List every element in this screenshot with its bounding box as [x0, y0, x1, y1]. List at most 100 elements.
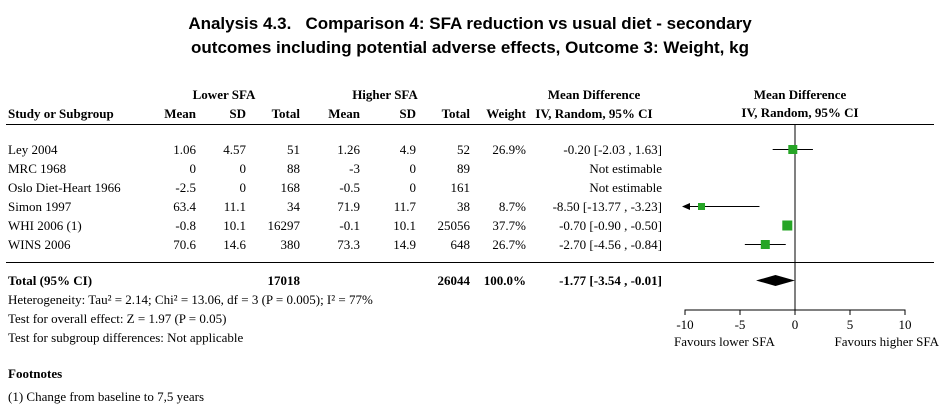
study-row-3-mean1: -2.5 [175, 180, 196, 195]
study-row-2-sd2: 0 [409, 161, 417, 176]
study-row-3-ci_text: Not estimable [589, 180, 662, 195]
study-row-5-label: WHI 2006 (1) [8, 218, 82, 233]
header-divider-line [6, 124, 934, 125]
study-row-3-total1: 168 [280, 180, 301, 195]
total-row-sd2 [360, 271, 416, 290]
study-row-2-total2: 89 [457, 161, 470, 176]
column-header-row: Study or Subgroup Mean SD Total Mean SD … [8, 104, 662, 123]
study-row-1-mean1: 1.06 [173, 142, 196, 157]
study-row-5-weight: 37.7% [492, 218, 526, 233]
footnote-1: (1) Change from baseline to 7,5 years [8, 389, 205, 404]
total-divider-line [6, 262, 934, 263]
ci-arrow-left [682, 203, 690, 210]
study-row-1-sd1: 4.57 [223, 142, 246, 157]
effect-square [788, 145, 798, 154]
study-row-1-weight: 26.9% [492, 142, 526, 157]
col-header-total-1: Total [271, 106, 300, 121]
x-tick-label: 5 [847, 317, 854, 332]
overall-effect-text: Test for overall effect: Z = 1.97 (P = 0… [8, 311, 227, 326]
col-header-weight: Weight [486, 106, 526, 121]
study-row-3-sd1: 0 [239, 180, 247, 195]
study-row-3-mean2: -0.5 [339, 180, 360, 195]
study-row-6: WINS 2006 70.6 14.6 380 73.3 14.9 648 26.7% -2.7… [8, 235, 662, 254]
x-tick-label: 10 [899, 317, 912, 332]
study-row-5-ci_text: -0.70 [-0.90 , -0.50] [559, 218, 662, 233]
study-row-1-label: Ley 2004 [8, 142, 58, 157]
study-row-4-mean1: 63.4 [173, 199, 196, 214]
study-row-5-sd2: 10.1 [393, 218, 416, 233]
col-header-ci-method: IV, Random, 95% CI [535, 106, 653, 121]
x-tick-label: -10 [676, 317, 693, 332]
x-tick-label: 0 [792, 317, 799, 332]
group-header-higher-sfa: Higher SFA [352, 87, 418, 102]
study-row-6-sd2: 14.9 [393, 237, 416, 252]
col-header-sd-1: SD [229, 106, 246, 121]
total-diamond [756, 275, 795, 286]
study-row-1-mean2: 1.26 [337, 142, 360, 157]
study-row-3-weight [470, 178, 526, 197]
study-row-1-ci_text: -0.20 [-2.03 , 1.63] [563, 142, 662, 157]
total-row-ci_text: -1.77 [-3.54 , -0.01] [559, 273, 662, 288]
study-row-2: MRC 1968 0 0 88 -3 0 89 Not estimable [8, 159, 662, 178]
total-row-sd1 [196, 271, 246, 290]
study-row-2-mean2: -3 [349, 161, 360, 176]
forest-plot: -10 -5 0 5 10 Favours lower SFA Favours higher… [674, 124, 940, 349]
study-row-6-label: WINS 2006 [8, 237, 71, 252]
footnotes-heading: Footnotes [8, 366, 63, 381]
study-row-6-ci_text: -2.70 [-4.56 , -0.84] [559, 237, 662, 252]
study-row-2-ci_text: Not estimable [589, 161, 662, 176]
total-row-total1: 17018 [267, 273, 301, 288]
group-header-mean-difference-plot: Mean Difference [753, 87, 847, 102]
figure-title-line2: outcomes including potential adverse eff… [191, 38, 749, 57]
study-row-6-total1: 380 [280, 237, 301, 252]
study-row-4-sd2: 11.7 [393, 199, 416, 214]
study-row-6-mean2: 73.3 [337, 237, 360, 252]
study-row-5-sd1: 10.1 [223, 218, 246, 233]
study-row-6-total2: 648 [450, 237, 471, 252]
study-row-2-mean1: 0 [189, 161, 197, 176]
total-row-mean2 [300, 271, 360, 290]
study-row-4-total2: 38 [457, 199, 470, 214]
effect-square [698, 203, 705, 210]
total-row-mean1 [148, 271, 196, 290]
study-row-1-sd2: 4.9 [399, 142, 416, 157]
x-tick-label: -5 [735, 317, 746, 332]
study-row-5-total2: 25056 [437, 218, 471, 233]
total-row-label: Total (95% CI) [8, 273, 93, 288]
study-row-2-label: MRC 1968 [8, 161, 67, 176]
study-row-4-mean2: 71.9 [337, 199, 360, 214]
study-row-4-label: Simon 1997 [8, 199, 72, 214]
study-row-3-label: Oslo Diet-Heart 1966 [8, 180, 121, 195]
group-header-mean-difference-text: Mean Difference [547, 87, 641, 102]
heterogeneity-text: Heterogeneity: Tau² = 2.14; Chi² = 13.06… [8, 292, 373, 307]
favours-right-label: Favours higher SFA [835, 334, 940, 349]
study-row-6-sd1: 14.6 [223, 237, 246, 252]
col-header-mean-2: Mean [328, 106, 360, 121]
study-row-5-total1: 16297 [267, 218, 301, 233]
study-row-3-total2: 161 [450, 180, 471, 195]
study-row-2-total1: 88 [287, 161, 300, 176]
study-row-4-ci_text: -8.50 [-13.77 , -3.23] [552, 199, 662, 214]
total-row-total2: 26044 [437, 273, 471, 288]
favours-left-label: Favours lower SFA [674, 334, 775, 349]
study-row-2-sd1: 0 [239, 161, 247, 176]
plot-method-header: IV, Random, 95% CI [741, 105, 859, 120]
study-row-5: WHI 2006 (1) -0.8 10.1 16297 -0.1 10.1 25056 37… [8, 216, 662, 235]
total-row-weight: 100.0% [483, 273, 526, 288]
study-row-6-weight: 26.7% [492, 237, 526, 252]
study-row-5-mean2: -0.1 [339, 218, 360, 233]
study-row-4-total1: 34 [287, 199, 300, 214]
effect-square [782, 220, 793, 231]
study-row-4-sd1: 11.1 [223, 199, 246, 214]
study-row-1-total1: 51 [287, 142, 300, 157]
study-row-4-weight: 8.7% [498, 199, 526, 214]
figure-title-line1: Analysis 4.3. Comparison 4: SFA reductio… [188, 14, 752, 33]
group-header-lower-sfa: Lower SFA [192, 87, 256, 102]
study-row-1-total2: 52 [457, 142, 470, 157]
study-row-2-weight [470, 159, 526, 178]
study-row-3-sd2: 0 [409, 180, 417, 195]
total-row: Total (95% CI) 17018 26044 100.0% -1.77 [-3.… [8, 271, 662, 290]
study-row-5-mean1: -0.8 [175, 218, 196, 233]
col-header-sd-2: SD [399, 106, 416, 121]
col-header-total-2: Total [441, 106, 470, 121]
